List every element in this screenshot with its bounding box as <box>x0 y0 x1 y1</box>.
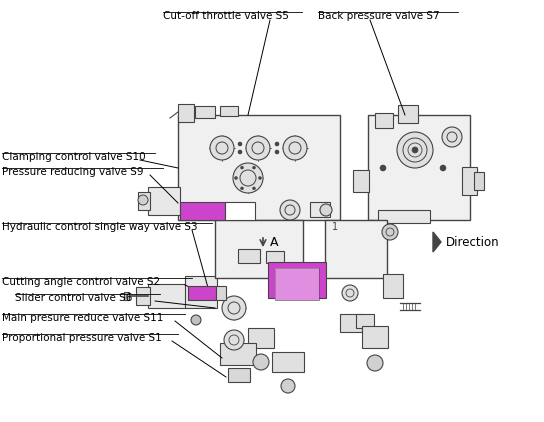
Bar <box>310 202 330 217</box>
Bar <box>178 115 340 220</box>
Circle shape <box>412 147 418 153</box>
Bar <box>178 104 194 122</box>
Bar <box>136 287 150 305</box>
Circle shape <box>382 224 398 240</box>
Text: Back pressure valve S7: Back pressure valve S7 <box>318 11 440 21</box>
Circle shape <box>342 285 358 301</box>
Circle shape <box>240 187 244 190</box>
Bar <box>180 202 225 220</box>
Circle shape <box>233 163 263 193</box>
Circle shape <box>380 165 386 171</box>
Circle shape <box>222 296 246 320</box>
Circle shape <box>286 263 300 277</box>
Bar <box>275 268 319 300</box>
Text: Proportional pressure valve S1: Proportional pressure valve S1 <box>2 333 162 343</box>
Text: Cutting angle control valve S2: Cutting angle control valve S2 <box>2 277 160 287</box>
Bar <box>474 172 484 190</box>
Circle shape <box>280 200 300 220</box>
Bar <box>368 115 470 220</box>
Text: Direction: Direction <box>446 235 499 249</box>
Text: A: A <box>270 235 279 249</box>
Circle shape <box>238 142 242 146</box>
Bar <box>356 314 374 328</box>
Bar <box>185 276 217 308</box>
Text: Cut-off throttle valve S5: Cut-off throttle valve S5 <box>163 11 289 21</box>
Circle shape <box>252 187 256 190</box>
Bar <box>148 284 188 308</box>
Bar <box>272 352 304 372</box>
Bar <box>238 249 260 263</box>
Bar <box>216 286 226 300</box>
Bar <box>268 262 326 298</box>
Circle shape <box>253 354 269 370</box>
Circle shape <box>258 176 262 179</box>
Bar <box>148 187 180 215</box>
Text: Slider control valve S6: Slider control valve S6 <box>15 293 132 303</box>
Bar <box>398 105 418 123</box>
Text: Hydraulic control single way valve S3: Hydraulic control single way valve S3 <box>2 222 197 232</box>
Text: 1: 1 <box>332 222 338 232</box>
Bar <box>124 292 129 300</box>
Circle shape <box>275 150 279 154</box>
Bar <box>375 113 393 128</box>
Circle shape <box>320 204 332 216</box>
Bar <box>353 170 369 192</box>
Bar <box>138 192 150 210</box>
Circle shape <box>138 195 148 205</box>
Bar <box>228 368 250 382</box>
Bar <box>266 251 284 263</box>
Text: Pressure reducing valve S9: Pressure reducing valve S9 <box>2 167 144 177</box>
Text: Clamping control valve S10: Clamping control valve S10 <box>2 152 146 162</box>
Bar <box>340 314 362 332</box>
Bar <box>195 106 215 118</box>
Circle shape <box>442 127 462 147</box>
Bar <box>188 286 216 300</box>
Circle shape <box>397 132 433 168</box>
Bar <box>248 328 274 348</box>
Circle shape <box>238 150 242 154</box>
Bar <box>462 167 477 195</box>
Bar <box>383 274 403 298</box>
Circle shape <box>210 136 234 160</box>
Circle shape <box>275 142 279 146</box>
Circle shape <box>252 166 256 169</box>
Bar <box>220 343 256 365</box>
Bar <box>325 220 387 278</box>
Bar <box>275 268 319 300</box>
Circle shape <box>367 355 383 371</box>
Text: Main presure reduce valve S11: Main presure reduce valve S11 <box>2 313 163 323</box>
Circle shape <box>191 315 201 325</box>
Bar <box>225 202 255 220</box>
Circle shape <box>440 165 446 171</box>
Bar <box>220 106 238 116</box>
Circle shape <box>234 176 238 179</box>
Bar <box>362 326 388 348</box>
Circle shape <box>224 330 244 350</box>
Polygon shape <box>433 232 441 252</box>
Circle shape <box>283 136 307 160</box>
Circle shape <box>281 379 295 393</box>
Circle shape <box>240 166 244 169</box>
Bar <box>215 220 303 278</box>
Circle shape <box>246 136 270 160</box>
Bar <box>378 210 430 223</box>
